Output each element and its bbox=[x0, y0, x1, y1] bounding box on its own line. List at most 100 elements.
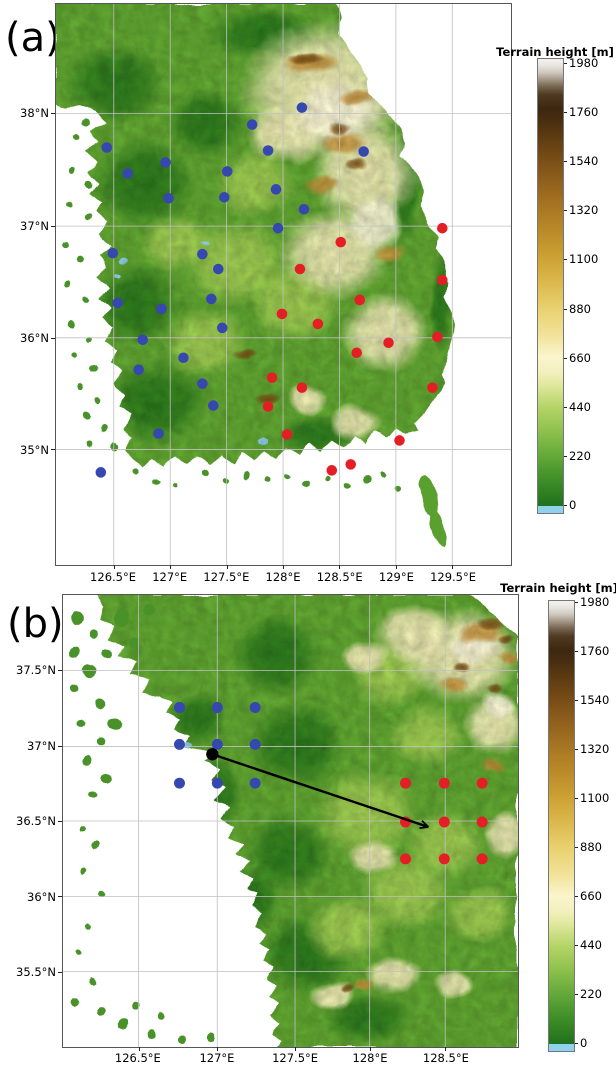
station-dot-blue bbox=[197, 378, 208, 389]
y-axis-a: 38°N 37°N 36°N 35°N bbox=[0, 3, 52, 566]
station-dot-blue bbox=[213, 263, 224, 275]
colorbar-tick-label: 440 bbox=[580, 938, 602, 952]
x-tick-label: 129.5°E bbox=[430, 570, 477, 584]
station-dot-red bbox=[437, 222, 448, 234]
station-dot-red bbox=[351, 347, 362, 359]
x-axis-a: 126.5°E 127°E 127.5°E 128°E 128.5°E 129°E 129.… bbox=[55, 568, 512, 584]
colorbar-tick-label: 1980 bbox=[580, 595, 610, 609]
station-dot-red bbox=[383, 337, 394, 349]
station-dot-blue bbox=[298, 203, 310, 215]
x-tick-mark bbox=[452, 565, 454, 569]
station-dot-red bbox=[294, 263, 306, 275]
station-dot-red bbox=[326, 465, 338, 476]
x-axis-b: 126.5°E 127°E 127.5°E 128°E 128.5°E bbox=[62, 1049, 519, 1065]
station-dot-red bbox=[394, 435, 405, 446]
colorbar-tick-mark bbox=[564, 504, 567, 506]
panel-b-label: (b) bbox=[7, 601, 64, 647]
x-tick-label: 129°E bbox=[378, 570, 414, 584]
colorbar-tick-mark bbox=[564, 455, 567, 457]
colorbar-tick-mark bbox=[575, 1043, 578, 1044]
x-tick-label: 128°E bbox=[265, 570, 301, 584]
station-dot-blue bbox=[272, 222, 284, 234]
station-dot-blue bbox=[174, 702, 185, 713]
map-edge-gap bbox=[471, 595, 518, 637]
colorbar-tick-label: 1100 bbox=[569, 252, 599, 267]
islands-a bbox=[62, 119, 446, 550]
colorbar-tick-mark bbox=[575, 945, 578, 946]
station-dot-red bbox=[438, 853, 450, 865]
station-dot-blue bbox=[107, 247, 119, 259]
colorbar-tick-label: 1100 bbox=[580, 791, 610, 805]
y-tick-label: 35°N bbox=[20, 443, 49, 458]
station-dot-red bbox=[400, 853, 411, 865]
map-a bbox=[51, 3, 512, 569]
station-dot-red bbox=[296, 382, 308, 393]
colorbar-tick-mark bbox=[564, 210, 567, 212]
station-dot-red bbox=[266, 372, 278, 383]
colorbar-tick-label: 0 bbox=[569, 497, 577, 512]
station-dot-red bbox=[345, 459, 356, 470]
colorbar-tick-label: 220 bbox=[580, 987, 602, 1001]
station-dot-red bbox=[432, 331, 443, 343]
y-tick-mark bbox=[51, 226, 55, 228]
colorbar-tick-mark bbox=[564, 63, 567, 64]
colorbar-tick-mark bbox=[575, 700, 578, 701]
y-tick-mark bbox=[58, 971, 62, 973]
y-tick-mark bbox=[51, 449, 55, 451]
station-dot-blue bbox=[211, 702, 223, 713]
x-tick-label: 126.5°E bbox=[90, 570, 137, 584]
y-tick-label: 36.5°N bbox=[16, 814, 56, 828]
station-dot-blue bbox=[112, 297, 124, 309]
station-dot-blue bbox=[95, 467, 107, 478]
station-dot-red bbox=[427, 382, 438, 393]
station-dot-blue bbox=[270, 184, 282, 195]
x-tick-mark bbox=[283, 565, 285, 569]
colorbar-sea-level bbox=[549, 1044, 574, 1051]
station-dot-blue bbox=[218, 192, 230, 203]
colorbar-tick-label: 1760 bbox=[569, 105, 599, 120]
x-tick-mark bbox=[395, 565, 397, 569]
y-tick-label: 36°N bbox=[27, 889, 56, 904]
colorbar-tick-label: 1320 bbox=[580, 742, 610, 756]
colorbar-tick-mark bbox=[564, 357, 567, 359]
colorbar-tick-label: 1760 bbox=[580, 644, 610, 658]
station-dot-blue bbox=[211, 777, 223, 789]
colorbar-tick-mark bbox=[575, 994, 578, 995]
colorbar-tick-mark bbox=[564, 406, 567, 408]
colorbar-title-a: Terrain height [m] bbox=[496, 45, 614, 59]
station-dot-blue bbox=[174, 738, 185, 750]
colorbar-tick-label: 0 bbox=[580, 1036, 588, 1050]
station-dot-blue bbox=[358, 146, 369, 157]
station-dot-red bbox=[262, 401, 274, 412]
station-dot-blue bbox=[163, 193, 174, 204]
x-tick-mark bbox=[226, 565, 228, 569]
station-dot-red bbox=[476, 816, 488, 828]
colorbar-tick-mark bbox=[564, 308, 567, 310]
colorbar-tick-mark bbox=[575, 602, 578, 603]
colorbar-tick-label: 220 bbox=[569, 448, 591, 463]
colorbar-a: 1980 1760 1540 1320 1100 880 660 440 220 0 bbox=[537, 56, 612, 528]
station-dot-red bbox=[281, 429, 293, 440]
x-tick-mark bbox=[339, 565, 341, 569]
x-tick-mark bbox=[170, 565, 172, 569]
y-tick-label: 37°N bbox=[27, 739, 56, 754]
station-dot-blue bbox=[160, 157, 171, 168]
transect-arrowhead bbox=[419, 826, 429, 829]
station-dot-blue bbox=[296, 102, 308, 113]
colorbar-b: 1980 1760 1540 1320 1100 880 660 440 220 0 bbox=[548, 595, 616, 1062]
colorbar-tick-mark bbox=[575, 798, 578, 799]
y-tick-label: 35.5°N bbox=[16, 965, 56, 980]
transect-arrowhead bbox=[421, 820, 430, 828]
colorbar-tick-mark bbox=[575, 896, 578, 897]
colorbar-tick-label: 1320 bbox=[569, 203, 599, 218]
x-tick-mark bbox=[138, 1047, 140, 1051]
x-tick-label: 128.5°E bbox=[316, 570, 363, 584]
y-tick-mark bbox=[51, 113, 55, 115]
station-dot-red bbox=[437, 274, 448, 286]
x-tick-label: 127.5°E bbox=[272, 1051, 319, 1065]
station-dot-blue bbox=[133, 364, 144, 375]
colorbar-tick-mark bbox=[575, 847, 578, 848]
colorbar-tick-label: 1540 bbox=[580, 693, 610, 707]
station-dot-blue bbox=[208, 400, 219, 411]
station-dot-blue bbox=[206, 293, 217, 305]
